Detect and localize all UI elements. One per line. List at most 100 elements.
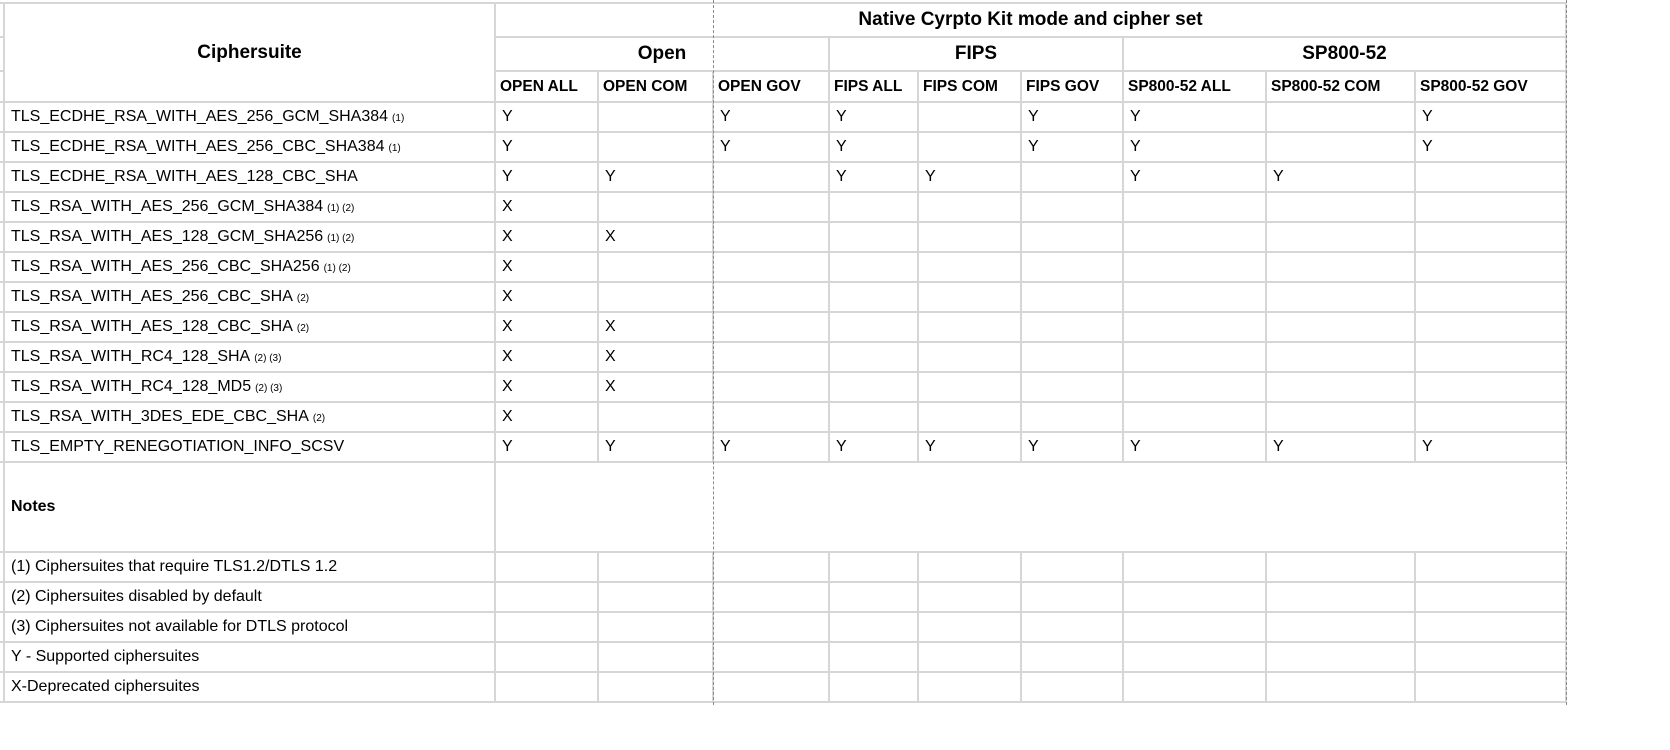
support-cell[interactable] [712,191,830,223]
support-cell[interactable] [917,101,1022,133]
empty-cell[interactable] [1265,551,1416,583]
support-cell[interactable] [1020,251,1124,283]
support-cell[interactable] [1122,401,1267,433]
empty-cell[interactable] [1122,551,1267,583]
support-cell[interactable]: Y [828,431,919,463]
support-cell[interactable] [917,251,1022,283]
ciphersuite-name-cell[interactable]: TLS_RSA_WITH_AES_256_GCM_SHA384 (1) (2) [3,191,496,223]
support-cell[interactable]: Y [1020,131,1124,163]
support-cell[interactable] [597,401,714,433]
support-cell[interactable]: Y [1265,431,1416,463]
empty-cell[interactable] [917,671,1022,703]
empty-cell[interactable] [1020,641,1124,673]
empty-cell[interactable] [1020,581,1124,613]
support-cell[interactable]: Y [712,101,830,133]
empty-cell[interactable] [712,641,830,673]
support-cell[interactable] [1122,311,1267,343]
support-cell[interactable]: X [494,281,599,313]
support-cell[interactable]: X [597,221,714,253]
support-cell[interactable]: Y [1122,161,1267,193]
empty-cell[interactable] [1122,581,1267,613]
support-cell[interactable] [1122,341,1267,373]
support-cell[interactable] [1265,221,1416,253]
ciphersuite-name-cell[interactable]: TLS_RSA_WITH_AES_256_CBC_SHA (2) [3,281,496,313]
empty-cell[interactable] [597,611,714,643]
support-cell[interactable] [712,281,830,313]
support-cell[interactable]: Y [1020,431,1124,463]
support-cell[interactable] [1265,251,1416,283]
support-cell[interactable] [1414,371,1567,403]
support-cell[interactable] [1265,191,1416,223]
support-cell[interactable] [828,221,919,253]
empty-cell[interactable] [1265,581,1416,613]
ciphersuite-name-cell[interactable]: TLS_ECDHE_RSA_WITH_AES_128_CBC_SHA [3,161,496,193]
support-cell[interactable]: Y [1414,131,1567,163]
support-cell[interactable] [1122,281,1267,313]
support-cell[interactable] [1414,341,1567,373]
support-cell[interactable]: X [494,251,599,283]
support-cell[interactable] [828,251,919,283]
support-cell[interactable]: X [494,341,599,373]
empty-cell[interactable] [828,671,919,703]
support-cell[interactable] [712,401,830,433]
support-cell[interactable] [1020,341,1124,373]
support-cell[interactable]: X [494,371,599,403]
support-cell[interactable] [1020,371,1124,403]
support-cell[interactable] [917,371,1022,403]
support-cell[interactable]: Y [1265,161,1416,193]
empty-cell[interactable] [1122,611,1267,643]
support-cell[interactable]: X [494,311,599,343]
empty-cell[interactable] [1020,671,1124,703]
empty-cell[interactable] [828,611,919,643]
support-cell[interactable]: Y [917,161,1022,193]
support-cell[interactable] [712,371,830,403]
support-cell[interactable] [917,311,1022,343]
support-cell[interactable] [597,281,714,313]
ciphersuite-name-cell[interactable]: TLS_RSA_WITH_AES_128_GCM_SHA256 (1) (2) [3,221,496,253]
empty-cell[interactable] [1122,671,1267,703]
support-cell[interactable]: X [597,341,714,373]
ciphersuite-name-cell[interactable]: TLS_ECDHE_RSA_WITH_AES_256_GCM_SHA384 (1) [3,101,496,133]
support-cell[interactable]: Y [828,161,919,193]
support-cell[interactable]: Y [494,131,599,163]
ciphersuite-name-cell[interactable]: TLS_EMPTY_RENEGOTIATION_INFO_SCSV [3,431,496,463]
support-cell[interactable] [712,311,830,343]
support-cell[interactable] [1414,221,1567,253]
support-cell[interactable] [1265,131,1416,163]
support-cell[interactable] [1414,251,1567,283]
empty-cell[interactable] [1414,611,1567,643]
support-cell[interactable]: Y [712,131,830,163]
empty-cell[interactable] [917,641,1022,673]
support-cell[interactable]: X [494,191,599,223]
support-cell[interactable]: Y [1414,101,1567,133]
empty-cell[interactable] [494,641,599,673]
empty-cell[interactable] [712,611,830,643]
support-cell[interactable] [917,281,1022,313]
support-cell[interactable]: Y [1414,431,1567,463]
support-cell[interactable]: Y [494,431,599,463]
empty-cell[interactable] [1265,641,1416,673]
support-cell[interactable] [828,191,919,223]
support-cell[interactable] [1414,191,1567,223]
support-cell[interactable] [1265,101,1416,133]
support-cell[interactable] [1414,401,1567,433]
empty-cell[interactable] [597,671,714,703]
support-cell[interactable] [597,101,714,133]
support-cell[interactable]: Y [917,431,1022,463]
support-cell[interactable] [917,191,1022,223]
support-cell[interactable]: Y [1122,431,1267,463]
empty-cell[interactable] [494,581,599,613]
empty-cell[interactable] [1122,641,1267,673]
empty-cell[interactable] [917,581,1022,613]
support-cell[interactable]: Y [494,161,599,193]
support-cell[interactable] [1020,311,1124,343]
support-cell[interactable] [828,341,919,373]
support-cell[interactable] [712,221,830,253]
empty-cell[interactable] [917,611,1022,643]
support-cell[interactable] [917,341,1022,373]
support-cell[interactable]: Y [828,131,919,163]
empty-cell[interactable] [712,581,830,613]
support-cell[interactable]: Y [828,101,919,133]
support-cell[interactable]: X [597,311,714,343]
empty-cell[interactable] [917,551,1022,583]
